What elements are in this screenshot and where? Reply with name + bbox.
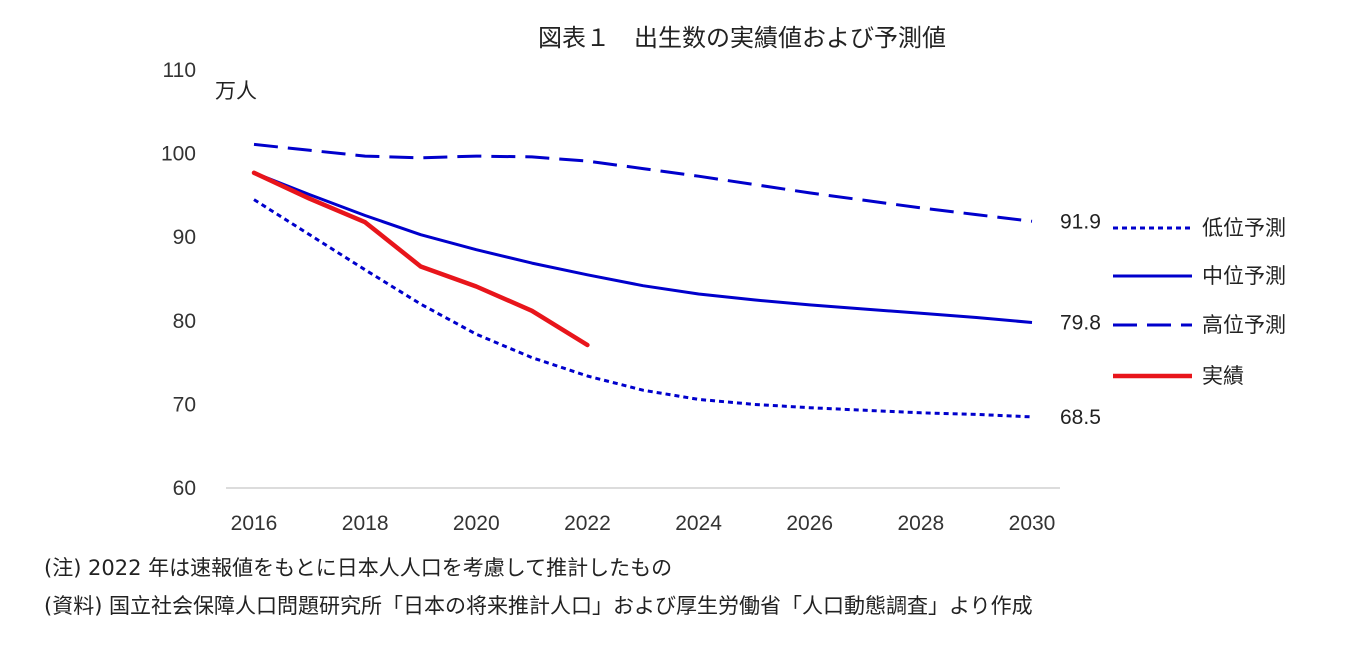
series-end-label: 91.9 (1060, 210, 1101, 233)
legend-label: 中位予測 (1202, 264, 1286, 288)
x-tick-label: 2030 (1009, 512, 1056, 535)
legend-label: 高位予測 (1202, 313, 1286, 337)
x-tick-label: 2028 (897, 512, 944, 535)
footnote-note: (注) 2022 年は速報値をもとに日本人人口を考慮して推計したもの (44, 556, 673, 580)
y-tick-label: 70 (173, 393, 196, 416)
x-tick-label: 2024 (675, 512, 722, 535)
series-line (253, 198, 1033, 419)
series-line (253, 142, 1033, 223)
series-line (253, 171, 1033, 324)
end-labels: 68.5 79.8 91.9 (1060, 210, 1101, 429)
legend-label: 低位予測 (1202, 216, 1286, 240)
x-tick-label: 2020 (453, 512, 500, 535)
y-tick-label: 60 (173, 477, 196, 500)
series-line (251, 170, 590, 348)
y-tick-label: 110 (163, 59, 196, 82)
series-end-label: 68.5 (1060, 406, 1101, 429)
y-tick-label: 80 (173, 310, 196, 333)
y-axis-unit: 万人 (215, 79, 257, 103)
x-tick-label: 2016 (231, 512, 278, 535)
series-lines (251, 142, 1033, 419)
footnote-source: (資料) 国立社会保障人口問題研究所「日本の将来推計人口」および厚生労働省「人口… (44, 594, 1033, 618)
chart-title: 図表１ 出生数の実績値および予測値 (538, 24, 946, 52)
x-tick-label: 2026 (786, 512, 833, 535)
x-tick-label: 2018 (342, 512, 389, 535)
y-tick-label: 100 (161, 143, 196, 166)
x-tick-label: 2022 (564, 512, 611, 535)
series-end-label: 79.8 (1060, 311, 1101, 334)
legend-label: 実績 (1202, 364, 1244, 388)
axes: 60 70 80 90 100 110 2016 2018 2020 2022 2024 2026 20… (161, 59, 1060, 535)
y-tick-label: 90 (173, 226, 196, 249)
